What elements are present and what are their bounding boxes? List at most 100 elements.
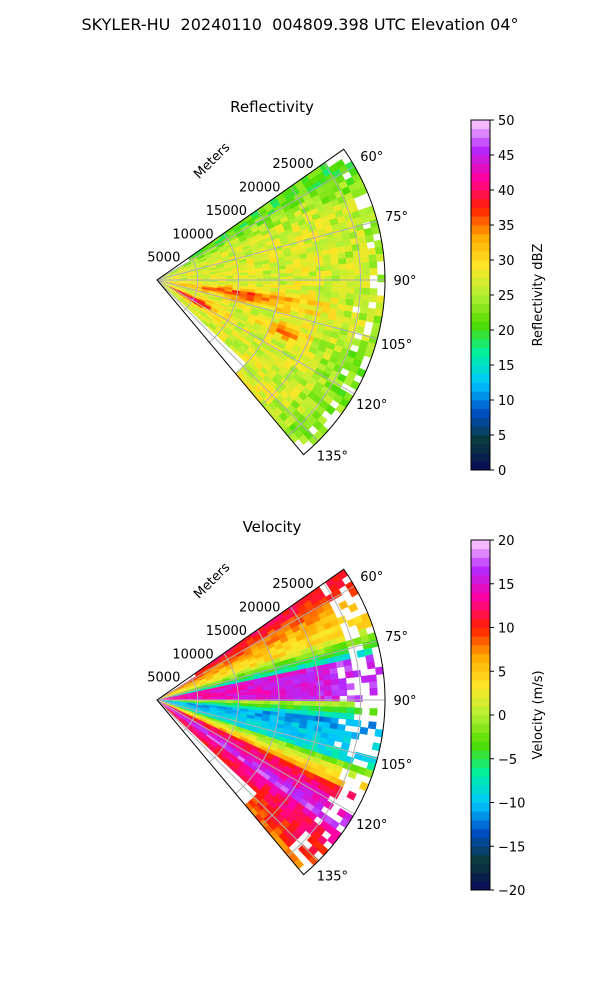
field-cell <box>230 260 240 265</box>
field-cell <box>304 368 315 379</box>
field-cell <box>301 806 312 817</box>
field-cell <box>246 319 255 326</box>
field-cell <box>270 685 279 691</box>
field-cell <box>285 688 294 694</box>
field-cell <box>177 289 186 294</box>
field-cell <box>237 218 247 227</box>
field-cell <box>199 715 208 720</box>
colorbar-segment <box>471 793 490 803</box>
field-cell <box>282 750 292 758</box>
field-cell <box>187 282 196 284</box>
field-cell <box>325 404 336 416</box>
field-cell <box>163 704 170 710</box>
field-cell <box>201 307 210 313</box>
field-cell <box>279 785 290 794</box>
field-cell <box>171 281 180 284</box>
field-cell <box>354 695 363 703</box>
colorbar-segment <box>471 680 490 690</box>
field-cell <box>208 290 217 294</box>
field-cell <box>266 345 276 354</box>
field-cell <box>240 775 249 784</box>
field-cell <box>201 287 210 291</box>
field-cell <box>287 603 298 613</box>
field-cell <box>291 254 301 261</box>
field-cell <box>284 675 293 682</box>
field-cell <box>305 771 316 780</box>
field-cell <box>224 312 233 319</box>
field-cell <box>171 285 179 289</box>
field-cell <box>279 216 289 224</box>
field-cell <box>293 692 302 698</box>
field-cell <box>247 685 256 690</box>
field-cell <box>351 337 362 347</box>
field-cell <box>258 309 267 316</box>
field-cell <box>301 763 311 772</box>
field-cell <box>201 705 211 709</box>
field-cell <box>214 658 223 665</box>
field-cell <box>316 227 326 236</box>
field-cell <box>174 713 182 720</box>
field-cell <box>259 399 269 409</box>
field-cell <box>208 743 216 751</box>
field-cell <box>224 271 234 275</box>
field-cell <box>271 376 281 386</box>
field-cell <box>187 276 196 279</box>
field-cell <box>237 653 247 661</box>
field-cell <box>198 718 207 723</box>
field-cell <box>240 330 249 338</box>
field-cell <box>196 300 205 306</box>
grid-spoke <box>156 279 355 395</box>
field-cell <box>360 675 370 684</box>
field-cell <box>329 673 339 681</box>
field-cell <box>202 275 211 278</box>
field-cell <box>290 249 300 257</box>
field-cell <box>168 710 175 716</box>
field-cell <box>262 233 272 240</box>
field-cell <box>359 339 369 350</box>
field-cell <box>255 316 265 323</box>
field-cell <box>223 238 232 245</box>
field-cell <box>269 682 279 688</box>
field-cell <box>226 245 235 251</box>
field-cell <box>187 721 196 727</box>
field-cell <box>245 232 255 240</box>
field-cell <box>258 666 268 672</box>
field-cell <box>303 179 314 190</box>
field-cell <box>230 716 239 722</box>
field-cell <box>303 599 314 610</box>
field-cell <box>293 267 302 273</box>
field-cell <box>248 274 257 279</box>
field-cell <box>209 689 218 693</box>
field-cell <box>235 247 244 253</box>
field-cell <box>232 313 241 320</box>
field-cell <box>184 684 193 689</box>
field-cell <box>251 226 260 234</box>
field-cell <box>238 752 248 760</box>
field-cell <box>244 322 254 329</box>
field-cell <box>191 681 200 686</box>
field-cell <box>375 302 385 311</box>
field-cell <box>207 261 216 266</box>
field-cell <box>331 701 340 708</box>
field-cell <box>375 666 384 675</box>
field-cell <box>216 685 225 690</box>
field-cell <box>300 682 309 689</box>
field-cell <box>282 330 292 338</box>
field-cell <box>312 730 322 738</box>
field-cell <box>172 696 180 699</box>
field-cell <box>262 783 272 793</box>
field-cell <box>217 244 226 251</box>
field-cell <box>295 802 306 812</box>
field-cell <box>315 711 325 718</box>
field-cell <box>288 637 298 645</box>
field-cell <box>261 742 271 749</box>
field-cell <box>311 194 322 204</box>
field-cell <box>310 779 320 789</box>
field-cell <box>184 683 192 688</box>
field-cell <box>235 757 244 766</box>
field-cell <box>298 377 309 388</box>
field-cell <box>203 737 212 744</box>
field-cell <box>200 308 209 315</box>
field-cell <box>196 313 205 321</box>
field-cell <box>246 217 255 225</box>
